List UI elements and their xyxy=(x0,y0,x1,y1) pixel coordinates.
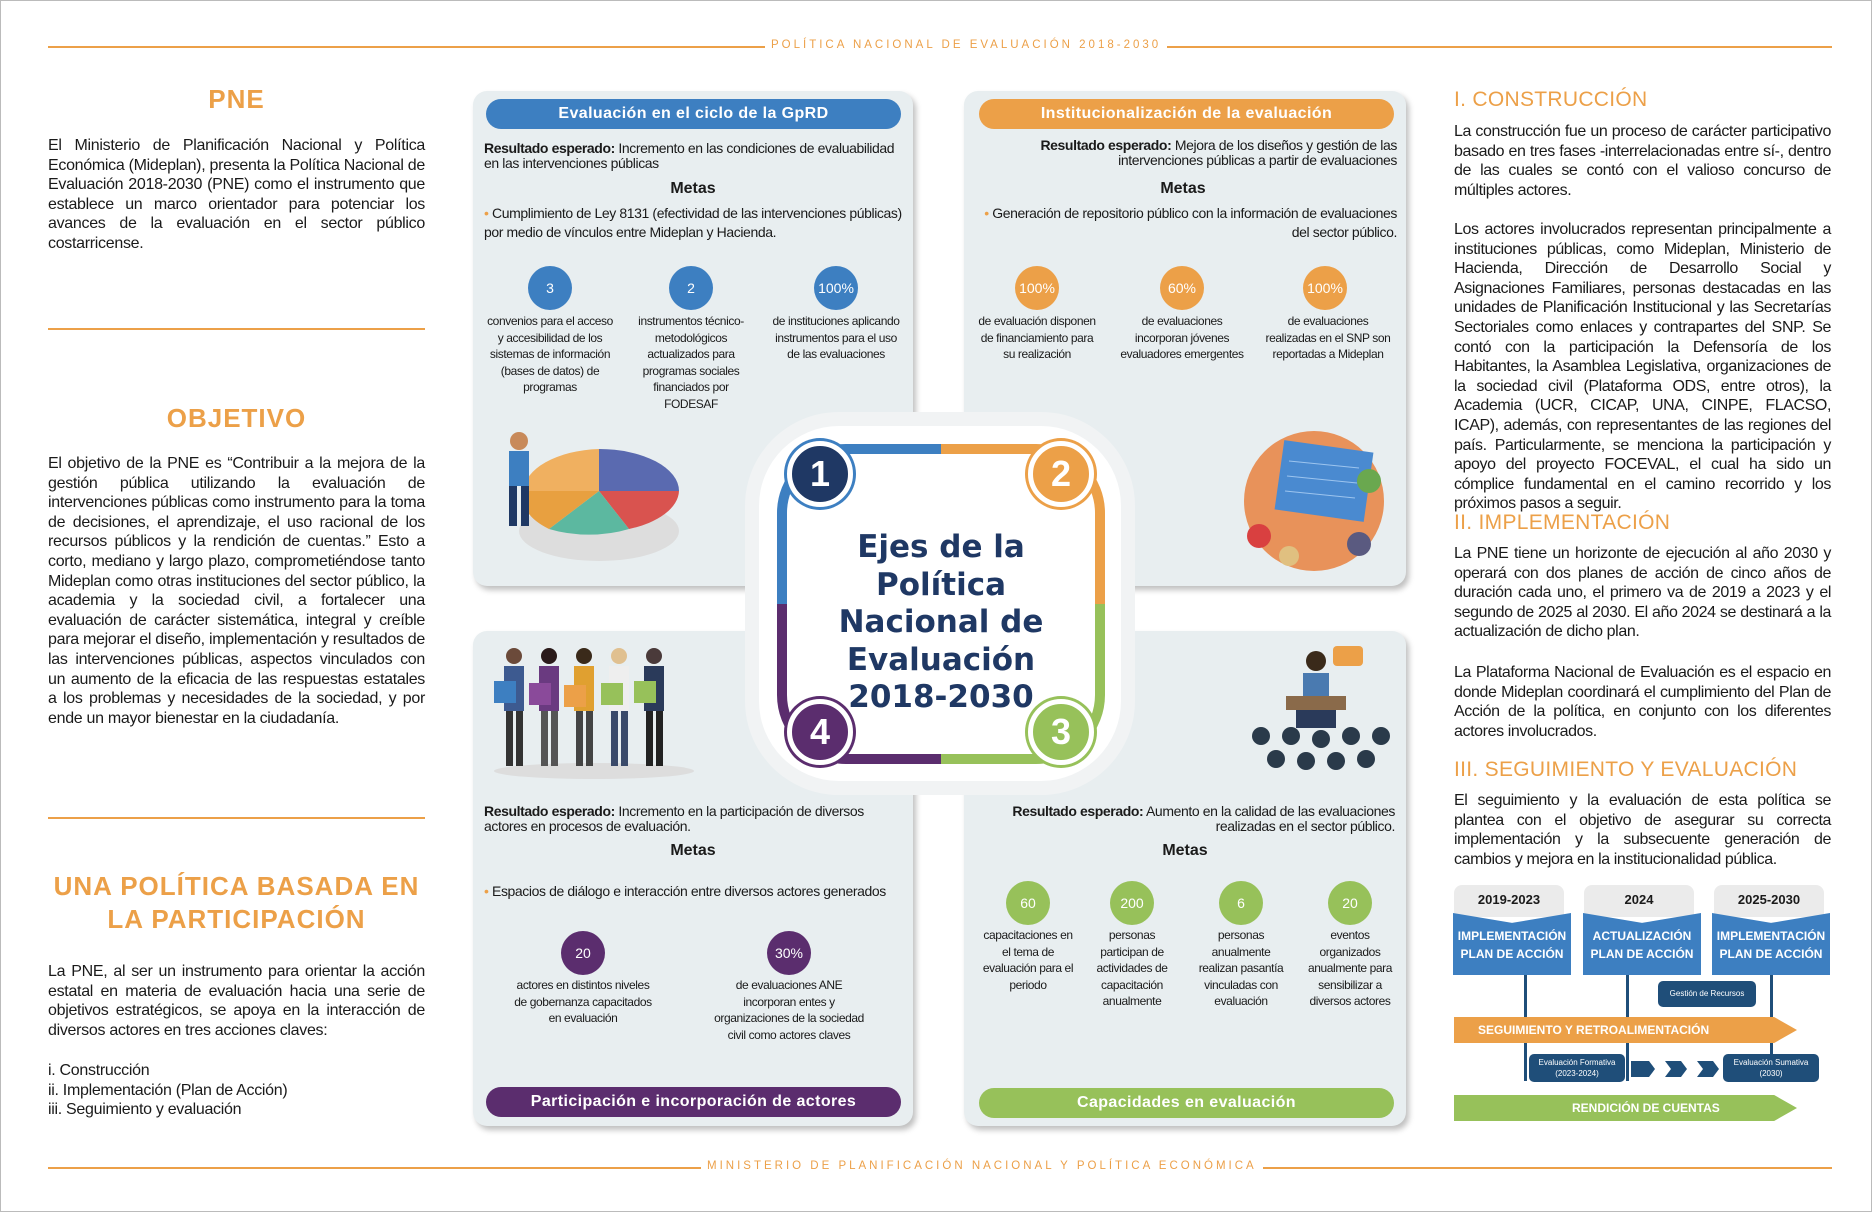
indicator-label: de evaluación disponen de financiamiento… xyxy=(978,314,1096,361)
footer-banner: MINISTERIO DE PLANIFICACIÓN NACIONAL Y P… xyxy=(701,1160,1263,1172)
participacion-text: La PNE, al ser un instrumento para orien… xyxy=(48,963,425,1039)
indicator-circle: 2 xyxy=(669,266,713,310)
sumativa-years: (2030) xyxy=(1759,1069,1783,1078)
axis-3-result: Resultado esperado: Aumento en la calida… xyxy=(1001,804,1395,834)
axis-number-1: 1 xyxy=(787,441,853,507)
period-years: 2019-2023 xyxy=(1454,885,1564,917)
seguimiento-arrow: SEGUIMIENTO Y RETROALIMENTACIÓN xyxy=(1454,1017,1797,1043)
implementacion-title: II. IMPLEMENTACIÓN xyxy=(1454,511,1671,534)
period-box: IMPLEMENTACIÓN PLAN DE ACCIÓN xyxy=(1453,913,1571,975)
indicator-label: convenios para el acceso y accesibilidad… xyxy=(487,314,613,394)
pne-text: El Ministerio de Planificación Nacional … xyxy=(48,137,425,252)
implementacion-p2: La Plataforma Nacional de Evaluación es … xyxy=(1454,664,1831,740)
axis-1-goal: • Cumplimiento de Ley 8131 (efectividad … xyxy=(484,205,902,240)
construccion-p1: La construcción fue un proceso de caráct… xyxy=(1454,123,1831,199)
objetivo-title: OBJETIVO xyxy=(166,403,307,433)
construccion-title: I. CONSTRUCCIÓN xyxy=(1454,88,1648,111)
axis-1-title: Evaluación en el ciclo de la GpRD xyxy=(486,99,901,129)
result-label: Resultado esperado: xyxy=(1012,803,1144,819)
objetivo-text: El objetivo de la PNE es “Contribuir a l… xyxy=(48,455,425,727)
accion-item: i. Construcción xyxy=(48,1062,150,1079)
sumativa-label: Evaluación Sumativa xyxy=(1733,1058,1809,1067)
result-text: Incremento en la participación de divers… xyxy=(484,803,864,834)
gestion-recursos: Gestión de Recursos xyxy=(1658,981,1756,1007)
axis-number-3: 3 xyxy=(1028,699,1094,765)
axis-1-metas: Metas xyxy=(670,180,716,197)
conference-illustration xyxy=(1252,646,1390,770)
implementacion-p1: La PNE tiene un horizonte de ejecución a… xyxy=(1454,545,1831,641)
center-title: Ejes de la Política Nacional de Evaluaci… xyxy=(838,529,1044,715)
period-years: 2024 xyxy=(1584,885,1694,917)
indicator-circle: 100% xyxy=(1015,266,1059,310)
construccion-p2: Los actores involucrados representan pri… xyxy=(1454,221,1831,513)
axis-2-goal: • Generación de repositorio público con … xyxy=(984,205,1397,240)
axis-number-2: 2 xyxy=(1028,441,1094,507)
pne-title: PNE xyxy=(208,84,265,114)
period-box: IMPLEMENTACIÓN PLAN DE ACCIÓN xyxy=(1712,913,1830,975)
axis-3-metas: Metas xyxy=(1162,842,1208,859)
divider xyxy=(48,328,425,330)
indicator-label: de evaluaciones incorporan jóvenes evalu… xyxy=(1120,314,1244,361)
indicator-circle: 6 xyxy=(1219,881,1263,925)
indicator-circle: 3 xyxy=(528,266,572,310)
indicator-label: de evaluaciones ANE incorporan entes y o… xyxy=(714,978,864,1042)
result-text: Mejora de los diseños y gestión de las i… xyxy=(1118,137,1397,168)
acciones-list: i. Construcción ii. Implementación (Plan… xyxy=(48,1061,425,1120)
indicator-label: personas participan de actividades de ca… xyxy=(1096,928,1168,1008)
planning-meeting-illustration xyxy=(1244,431,1384,571)
indicator-circle: 20 xyxy=(561,931,605,975)
indicator-circle: 60% xyxy=(1160,266,1204,310)
header-banner: POLÍTICA NACIONAL DE EVALUACIÓN 2018-203… xyxy=(765,39,1168,51)
chevron-arrows xyxy=(1631,1061,1719,1077)
formativa-years: (2023-2024) xyxy=(1555,1069,1599,1078)
indicator-circle: 100% xyxy=(1303,266,1347,310)
goal-text: Generación de repositorio público con la… xyxy=(992,205,1397,240)
evaluacion-formativa: Evaluación Formativa (2023-2024) xyxy=(1529,1054,1625,1082)
axis-2-result: Resultado esperado: Mejora de los diseño… xyxy=(1001,138,1397,168)
result-label: Resultado esperado: xyxy=(1040,137,1172,153)
divider xyxy=(48,817,425,819)
accion-item: ii. Implementación (Plan de Acción) xyxy=(48,1081,288,1099)
indicator-label: personas anualmente realizan pasantía vi… xyxy=(1198,928,1284,1008)
indicator-circle: 30% xyxy=(767,931,811,975)
formativa-label: Evaluación Formativa xyxy=(1538,1058,1616,1067)
indicator-label: instrumentos técnico-metodológicos actua… xyxy=(638,314,744,411)
accion-item: iii. Seguimiento y evaluación xyxy=(48,1101,242,1119)
axis-4-metas: Metas xyxy=(670,842,716,859)
result-label: Resultado esperado: xyxy=(484,140,615,156)
pie-chart-illustration xyxy=(509,432,679,561)
seguimiento-p1: El seguimiento y la evaluación de esta p… xyxy=(1454,792,1831,868)
axis-4-title: Participación e incorporación de actores xyxy=(486,1087,901,1117)
axis-3-title: Capacidades en evaluación xyxy=(979,1088,1394,1118)
indicator-label: capacitaciones en el tema de evaluación … xyxy=(982,928,1074,992)
goal-text: Espacios de diálogo e interacción entre … xyxy=(492,883,886,899)
axis-1-result: Resultado esperado: Incremento en las co… xyxy=(484,141,904,171)
rendicion-arrow: RENDICIÓN DE CUENTAS xyxy=(1454,1095,1797,1121)
seguimiento-title: III. SEGUIMIENTO Y EVALUACIÓN xyxy=(1454,758,1798,781)
indicator-label: de instituciones aplicando instrumentos … xyxy=(772,314,900,361)
result-text: Incremento en las condiciones de evaluab… xyxy=(484,140,895,171)
axis-4-goal: • Espacios de diálogo e interacción entr… xyxy=(484,883,886,899)
axis-number-4: 4 xyxy=(787,699,853,765)
indicator-circle: 60 xyxy=(1006,881,1050,925)
participacion-title: UNA POLÍTICA BASADA EN LA PARTICIPACIÓN xyxy=(53,871,420,934)
period-box: ACTUALIZACIÓN PLAN DE ACCIÓN xyxy=(1583,913,1701,975)
indicator-circle: 100% xyxy=(814,266,858,310)
evaluacion-sumativa: Evaluación Sumativa (2030) xyxy=(1723,1054,1819,1082)
result-label: Resultado esperado: xyxy=(484,803,615,819)
indicator-label: actores en distintos niveles de gobernan… xyxy=(514,978,652,1025)
indicator-label: eventos organizados anualmente para sens… xyxy=(1307,928,1393,1008)
indicator-label: de evaluaciones realizadas en el SNP son… xyxy=(1265,314,1391,361)
indicator-circle: 20 xyxy=(1328,881,1372,925)
indicator-circle: 200 xyxy=(1110,881,1154,925)
goal-text: Cumplimiento de Ley 8131 (efectividad de… xyxy=(484,205,902,240)
axis-2-metas: Metas xyxy=(1160,180,1206,197)
axis-4-result: Resultado esperado: Incremento en la par… xyxy=(484,804,904,834)
period-years: 2025-2030 xyxy=(1714,885,1824,917)
result-text: Aumento en la calidad de las evaluacione… xyxy=(1143,803,1395,834)
axis-2-title: Institucionalización de la evaluación xyxy=(979,99,1394,129)
team-puzzle-illustration xyxy=(494,648,694,779)
